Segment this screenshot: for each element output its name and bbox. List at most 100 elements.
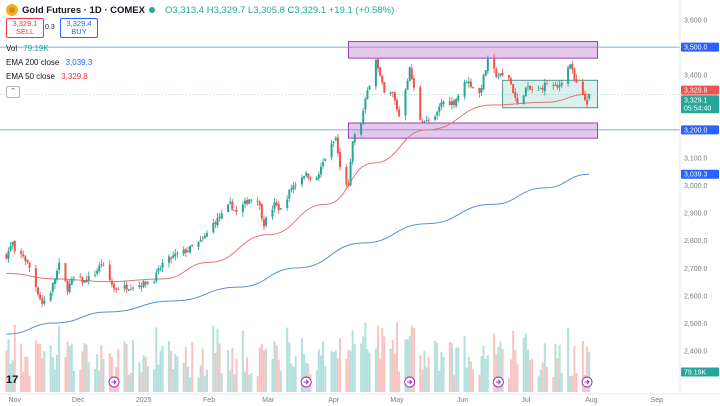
volume-bar [140, 372, 143, 392]
candle-body [218, 216, 221, 218]
candle-body [427, 120, 430, 122]
volume-bar [85, 344, 88, 392]
volume-bar [332, 352, 335, 392]
volume-bar [303, 353, 306, 392]
candle-body [334, 137, 337, 141]
volume-bar [214, 352, 217, 392]
candle-body [24, 256, 27, 261]
volume-bar [442, 356, 445, 392]
candle-body [531, 89, 534, 90]
candle-body [256, 201, 259, 202]
candle-body [205, 232, 208, 237]
candle-body [586, 100, 589, 105]
ohlc-close: C3,329.1 [287, 4, 327, 16]
volume-bar [368, 352, 371, 392]
volume-bar [450, 343, 453, 392]
volume-bar [353, 343, 356, 392]
x-axis[interactable]: Nov Dec 2025 Feb Mar Apr May Jun Jul Aug Sep [0, 393, 720, 404]
candle-body [53, 278, 56, 284]
volume-bar [374, 348, 377, 392]
volume-bar [571, 375, 574, 392]
volume-bar [41, 358, 44, 392]
volume-bar [216, 328, 219, 392]
candle-body [319, 166, 322, 175]
volume-bar [339, 338, 341, 392]
candle-body [51, 282, 54, 292]
candle-body [522, 95, 525, 105]
candle-body [70, 278, 73, 285]
volume-bar [453, 374, 456, 392]
candle-body [583, 93, 586, 100]
buy-button[interactable]: 3,329.4 BUY [60, 18, 98, 38]
candle-body [292, 185, 295, 190]
candle-body [516, 98, 519, 104]
volume-bar [408, 335, 411, 392]
volume-bar [273, 341, 276, 392]
candle-body [167, 256, 170, 263]
volume-bar [434, 341, 437, 392]
ema50-price-badge-bg [681, 85, 719, 95]
volume-bar [117, 348, 120, 392]
candle-body [212, 222, 215, 233]
candle-body [368, 85, 371, 90]
candle-body [588, 94, 591, 99]
symbol-title[interactable]: Gold Futures · 1D · COMEX [22, 4, 145, 16]
volume-bar [448, 341, 451, 392]
volume-bar [127, 374, 130, 392]
candle-body [68, 283, 71, 293]
candle-body [22, 254, 25, 257]
volume-bar [421, 369, 424, 392]
candle-body [271, 209, 274, 217]
candle-body [98, 265, 101, 272]
candle-body [66, 280, 69, 292]
candle-body [250, 199, 253, 201]
candle-body [142, 280, 145, 288]
candle-body [262, 219, 265, 227]
volume-bar [265, 348, 268, 392]
candle-body [463, 81, 466, 97]
candle-body [336, 137, 339, 154]
volume-bar [250, 373, 253, 392]
volume-bar [406, 339, 409, 392]
y-axis[interactable]: 3,600.03,400.03,300.03,100.03,000.02,900… [679, 0, 720, 406]
ema200-price-badge: 3,039.3 [684, 172, 707, 179]
candle-body [406, 80, 409, 90]
candle-body [537, 89, 540, 91]
candle-body [315, 177, 318, 180]
volume-bar [7, 339, 10, 392]
volume-bar [381, 328, 384, 392]
ema200-legend[interactable]: EMA 200 close 3,039.3 [6, 58, 92, 67]
candle-body [115, 288, 118, 290]
volume-bar [362, 336, 365, 392]
candle-body [339, 151, 341, 168]
candle-body [545, 83, 548, 85]
volume-bar [507, 377, 510, 392]
ema50-legend[interactable]: EMA 50 close 3,329.8 [6, 72, 88, 81]
candle-body [233, 210, 236, 211]
volume-bar [161, 345, 164, 392]
collapse-legend-icon[interactable]: ⌃ [6, 86, 20, 98]
volume-bar [96, 354, 99, 392]
candle-body [317, 174, 320, 179]
event-markers[interactable] [108, 376, 593, 388]
candle-body [381, 75, 384, 83]
sell-label: SELL [15, 27, 35, 36]
event-arrow-icon [303, 379, 309, 385]
volume-bar [455, 348, 458, 392]
x-tick-label: Aug [585, 397, 598, 404]
sell-button[interactable]: 3,329.1 SELL [6, 18, 44, 38]
last-price-badge: 3,329.1 [684, 97, 707, 104]
ema200-line [6, 173, 590, 335]
volume-bar [472, 369, 475, 392]
volume-legend[interactable]: Vol 79.19K [6, 44, 49, 53]
volume-bar [457, 347, 460, 392]
chart-header: Gold Futures · 1D · COMEX O3,313.4 H3,32… [6, 4, 394, 16]
candle-body [440, 102, 443, 107]
ema50-label: EMA 50 close [6, 72, 55, 81]
volume-bar [20, 343, 23, 392]
vol-value: 79.19K [23, 44, 49, 53]
volume-bar [102, 359, 105, 392]
ema50-line [6, 93, 590, 283]
